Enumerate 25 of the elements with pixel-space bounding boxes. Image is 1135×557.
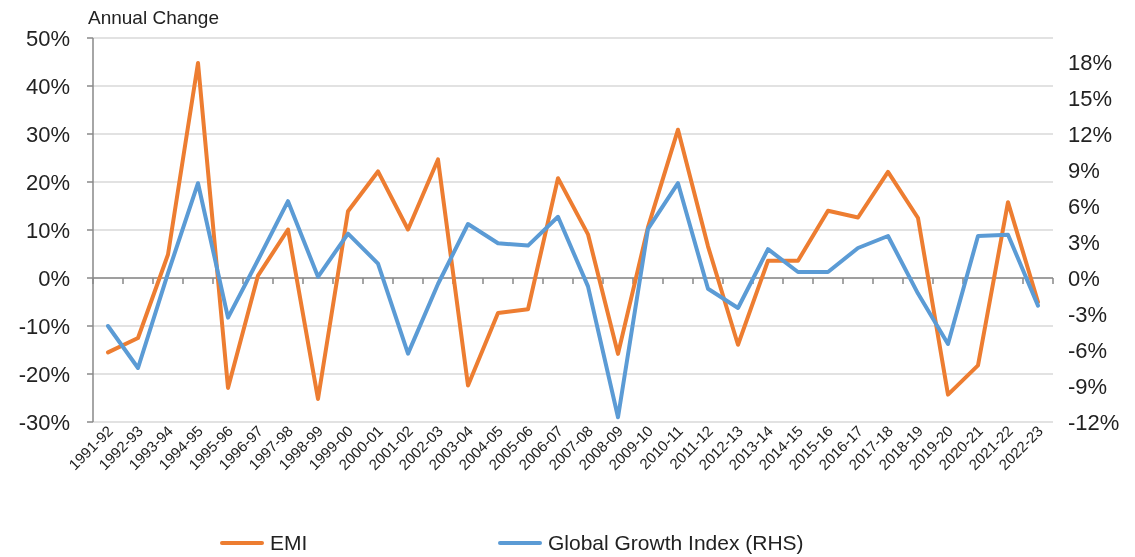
y2-tick-label: 15% (1068, 85, 1113, 111)
y-tick-label: -30% (18, 409, 70, 435)
y2-tick-label: -9% (1068, 373, 1108, 399)
y2-tick-label: 6% (1068, 193, 1100, 219)
y2-tick-label: 9% (1068, 157, 1100, 183)
y-tick-label: -10% (18, 313, 70, 339)
y-tick-label: 20% (25, 169, 70, 195)
legend-label: Global Growth Index (RHS) (548, 531, 804, 555)
y2-tick-label: -6% (1068, 337, 1108, 363)
y-tick-label: 10% (25, 217, 70, 243)
y2-tick-label: 0% (1068, 265, 1100, 291)
y-axis-title: Annual Change (88, 7, 219, 28)
line-series (106, 60, 1040, 401)
y-tick-label: 30% (25, 121, 70, 147)
y-tick-label: 50% (25, 25, 70, 51)
line-series (106, 181, 1040, 420)
y-tick-label: 0% (38, 265, 70, 291)
y2-tick-label: 12% (1068, 121, 1113, 147)
y2-tick-label: -3% (1068, 301, 1108, 327)
y-tick-label: -20% (18, 361, 70, 387)
legend-label: EMI (270, 531, 308, 555)
y-tick-label: 40% (25, 73, 70, 99)
y2-tick-label: -12% (1068, 409, 1120, 435)
y2-tick-label: 18% (1068, 49, 1113, 75)
y2-tick-label: 3% (1068, 229, 1100, 255)
